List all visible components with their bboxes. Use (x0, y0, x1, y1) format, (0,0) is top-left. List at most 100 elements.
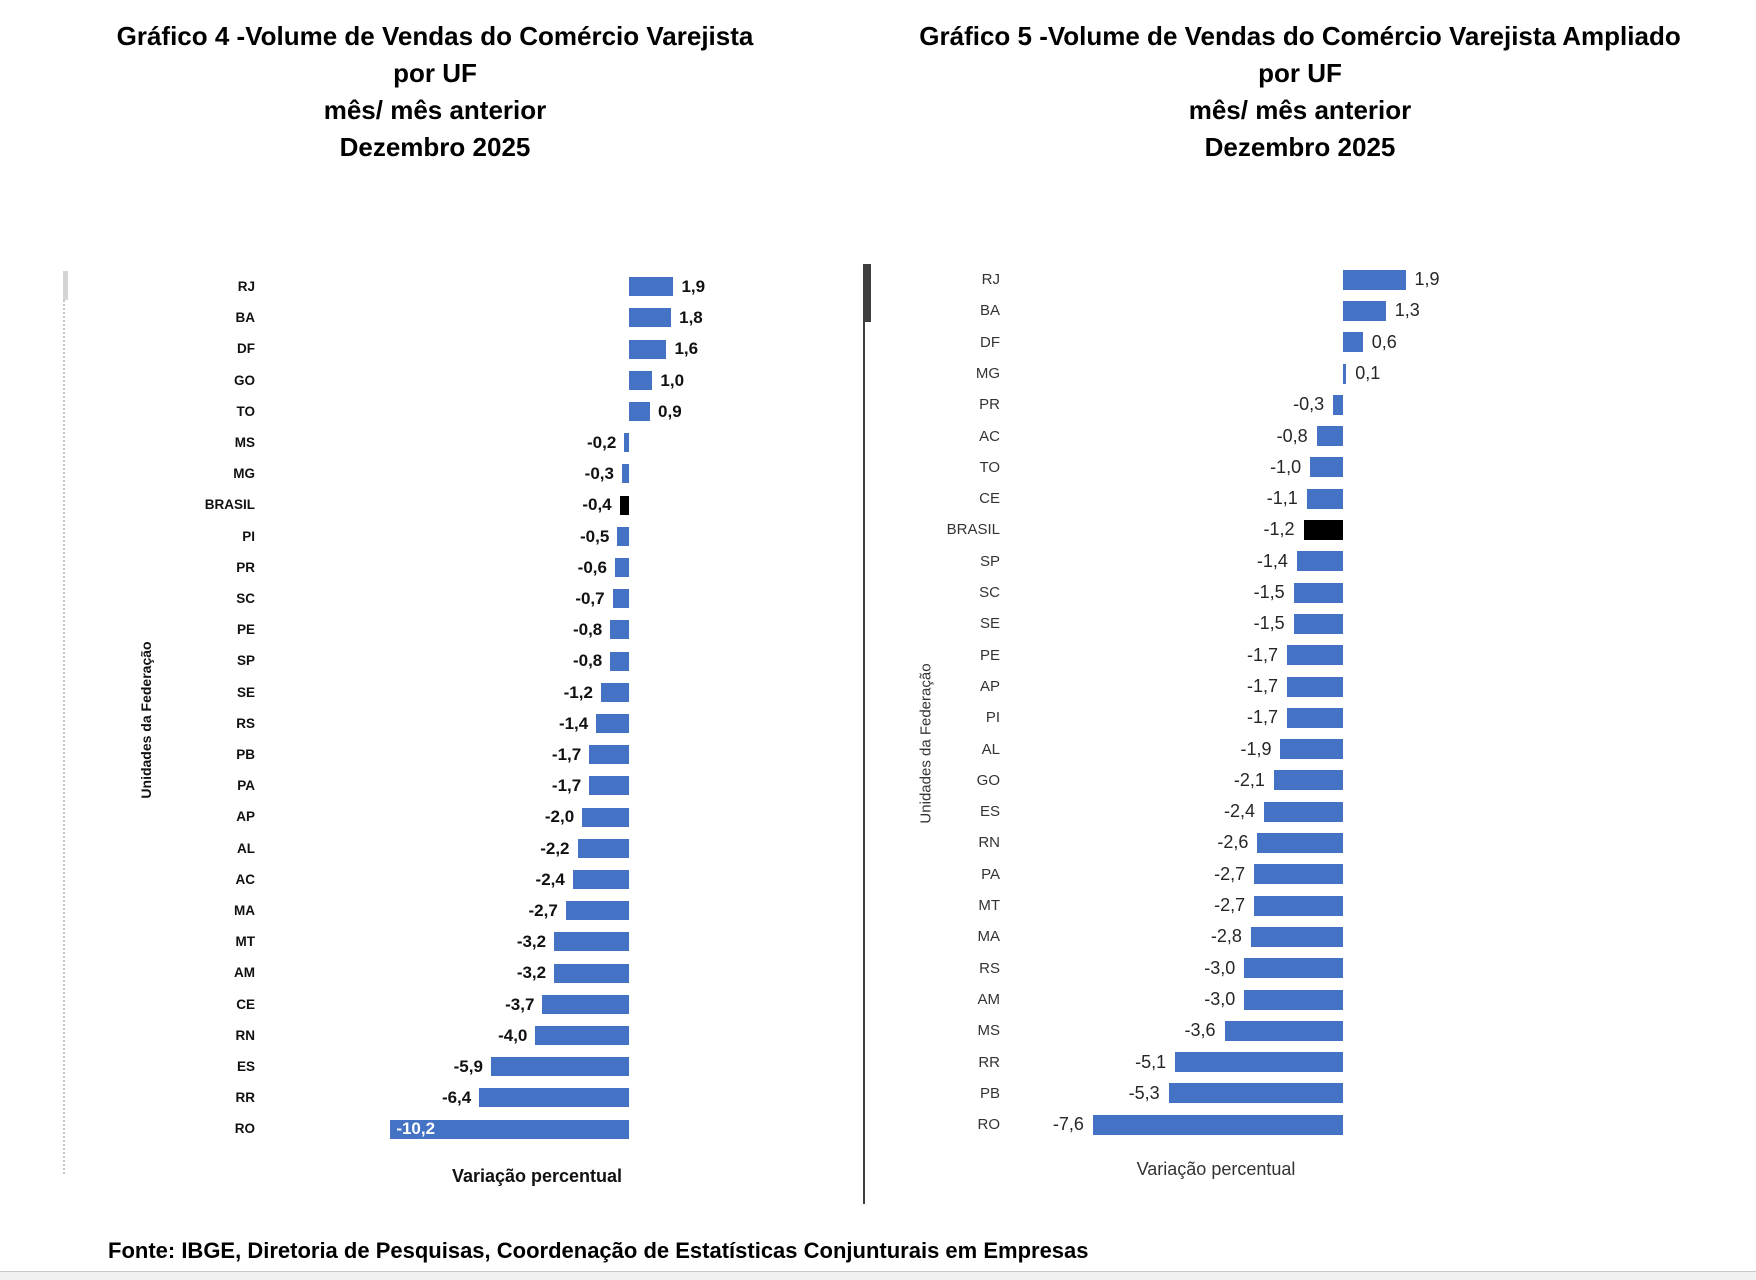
axis-tick (63, 296, 68, 297)
axis-tick (63, 274, 68, 275)
axis-tick (863, 310, 871, 312)
value-label: -1,4 (1256, 550, 1288, 571)
category-label: SE (236, 684, 255, 700)
category-label: ES (979, 803, 1000, 821)
bar (1287, 676, 1343, 697)
axis-tick (63, 271, 68, 272)
x-axis-label: Variação percentual (451, 1166, 623, 1186)
chart-title-line: mês/ mês anterior (1188, 95, 1412, 125)
axis-tick (863, 288, 871, 290)
bar (1224, 1020, 1343, 1041)
bottom-edge-strip (0, 1271, 1756, 1280)
chart-title-line: Gráfico 4 -Volume de Vendas do Comércio … (116, 21, 754, 51)
axis-tick (863, 294, 871, 296)
category-label: AM (234, 965, 255, 981)
value-label: -1,7 (1247, 644, 1279, 665)
category-label: AL (981, 740, 1000, 758)
axis-tick (863, 272, 871, 274)
bar (629, 401, 651, 421)
axis-tick (863, 292, 871, 294)
chart-title: Gráfico 5 -Volume de Vendas do Comércio … (863, 18, 1737, 166)
bar (589, 745, 629, 765)
value-label: -1,4 (558, 713, 589, 733)
value-label: -2,8 (1210, 926, 1242, 947)
chart-title: Gráfico 4 -Volume de Vendas do Comércio … (63, 18, 807, 166)
bar (589, 776, 629, 796)
axis-tick (863, 290, 871, 292)
chart-title-line: por UF (1258, 58, 1342, 88)
value-label: 0,1 (1355, 362, 1381, 383)
value-label: -2,7 (1214, 863, 1246, 884)
value-label: -1,9 (1240, 738, 1272, 759)
axis-tick (63, 292, 68, 293)
value-label: -1,1 (1266, 488, 1298, 509)
value-label: -0,5 (580, 526, 610, 546)
value-label: 1,6 (674, 339, 699, 359)
category-label: CE (979, 490, 1000, 508)
category-label: SC (979, 584, 1000, 601)
value-label: -2,7 (528, 901, 558, 920)
category-label: PR (979, 396, 1000, 414)
category-label: AC (979, 427, 1000, 445)
category-label: AP (979, 677, 1000, 695)
bar (565, 901, 629, 921)
category-label: RR (978, 1053, 1000, 1071)
value-label: -2,4 (1224, 801, 1256, 822)
bar (610, 651, 629, 671)
value-label: -1,7 (1247, 675, 1279, 696)
bar (1287, 645, 1343, 666)
bar (1254, 895, 1343, 916)
bar (1293, 613, 1343, 634)
bar (582, 807, 629, 827)
bar (554, 963, 629, 983)
axis-tick (63, 291, 68, 292)
bar (1257, 833, 1343, 854)
category-label: MA (977, 928, 1001, 946)
category-label: SE (979, 615, 1000, 633)
value-label: -1,2 (1263, 519, 1295, 540)
category-label: RN (978, 834, 1000, 852)
bar (1296, 551, 1343, 572)
value-label: -3,6 (1184, 1020, 1216, 1041)
axis-tick (63, 284, 68, 285)
zero-axis-line (63, 300, 65, 1174)
bar (1343, 363, 1347, 384)
bar (535, 1025, 629, 1045)
value-label: -2,2 (540, 838, 570, 858)
axis-tick (63, 298, 68, 299)
category-label: ES (236, 1059, 255, 1074)
category-label: PE (236, 622, 255, 638)
axis-tick (63, 280, 68, 281)
category-label: RO (977, 1116, 1001, 1134)
value-label: -3,2 (516, 963, 547, 983)
bar (621, 464, 629, 484)
category-label: BRASIL (204, 497, 255, 513)
category-label: MA (234, 903, 255, 918)
value-label: 0,9 (658, 401, 682, 421)
value-label: -6,4 (441, 1088, 472, 1108)
chart-title-line: mês/ mês anterior (323, 95, 547, 125)
value-label: -1,7 (551, 776, 582, 796)
bar (1306, 488, 1343, 509)
axis-tick (63, 277, 68, 278)
category-label: SP (979, 552, 1000, 570)
chart-grafico-4: Gráfico 4 -Volume de Vendas do Comércio … (63, 16, 807, 1232)
bar (610, 620, 629, 640)
category-label: RR (235, 1090, 256, 1106)
value-label: -4,0 (498, 1025, 528, 1045)
value-label: -2,1 (1233, 769, 1265, 790)
value-label: -0,7 (575, 589, 605, 608)
axis-tick (63, 295, 68, 296)
axis-tick (863, 302, 871, 304)
bar (572, 869, 629, 889)
bar (1175, 1052, 1343, 1073)
axis-tick (863, 286, 871, 288)
axis-tick (63, 276, 68, 277)
category-label: MG (233, 466, 255, 482)
value-label: -3,7 (505, 994, 535, 1014)
category-label: MT (978, 897, 1000, 914)
bar (1333, 394, 1343, 415)
category-label: TO (236, 403, 255, 419)
value-label: -1,0 (1270, 456, 1302, 477)
bar (629, 308, 672, 328)
